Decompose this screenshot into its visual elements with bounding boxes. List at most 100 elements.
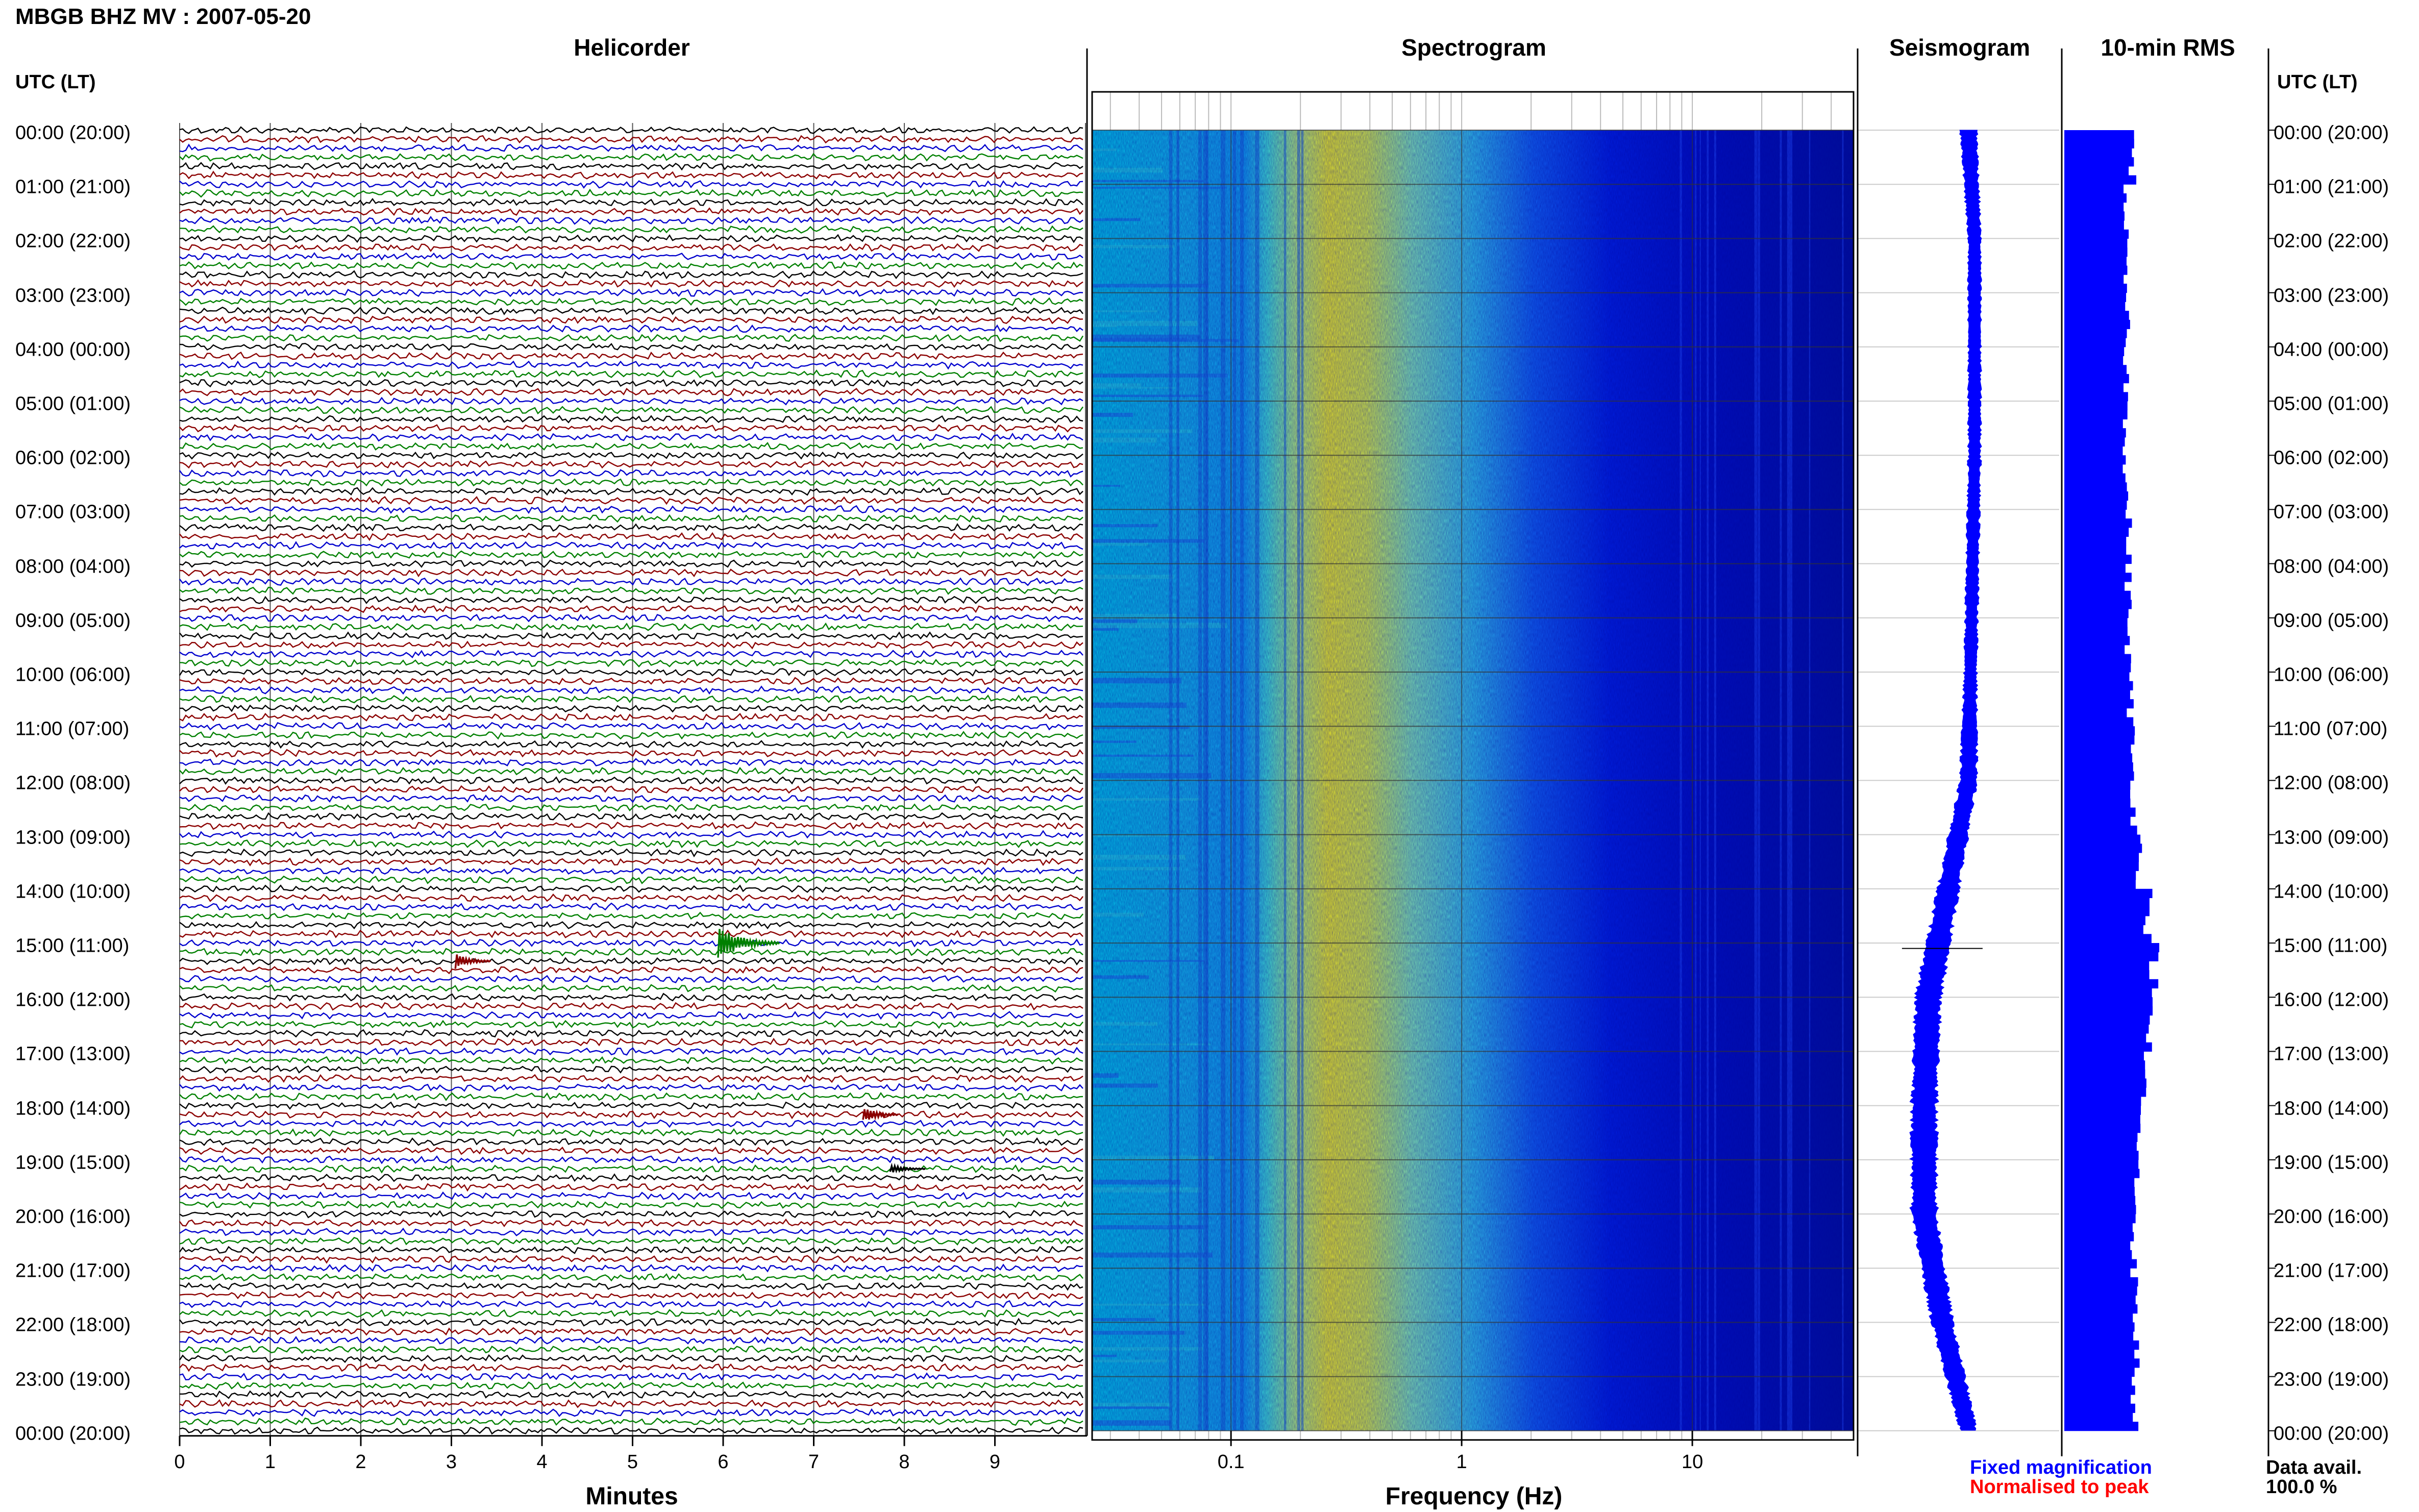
helicorder-trace: [179, 766, 1083, 776]
helicorder-trace: [179, 532, 1083, 541]
rms-bar: [2064, 1422, 2139, 1431]
time-label-right: 18:00 (14:00): [2274, 1098, 2389, 1120]
time-label-right: 04:00 (00:00): [2274, 339, 2389, 361]
legend-normalised-to-peak: Normalised to peak: [1970, 1476, 2149, 1498]
rms-bar: [2064, 202, 2124, 212]
seismogram-title: Seismogram: [1889, 34, 2031, 61]
helicorder-trace: [179, 315, 1083, 325]
rms-bar: [2064, 238, 2128, 248]
seismogram-panel: [1858, 130, 2059, 1431]
helicorder-x-tick-label: 3: [446, 1451, 457, 1473]
helicorder-trace: [179, 712, 1083, 722]
time-label-left: 23:00 (19:00): [15, 1369, 131, 1391]
helicorder-trace: [179, 875, 1083, 884]
helicorder-trace: [179, 342, 1083, 352]
helicorder-trace: [179, 234, 1083, 243]
rms-bar: [2064, 1015, 2150, 1025]
time-label-right: 19:00 (15:00): [2274, 1152, 2389, 1174]
time-label-left: 06:00 (02:00): [15, 447, 131, 469]
rms-bar: [2064, 988, 2152, 998]
helicorder-trace: [179, 1164, 1083, 1174]
helicorder-trace: [179, 1354, 1083, 1363]
helicorder-x-tick-label: 5: [627, 1451, 638, 1473]
helicorder-trace: [179, 803, 1083, 812]
rms-bar: [2064, 1250, 2132, 1259]
helicorder-trace: [179, 1074, 1083, 1083]
legend-fixed-magnification: Fixed magnification: [1970, 1457, 2152, 1478]
time-label-left: 09:00 (05:00): [15, 610, 131, 632]
rms-bar: [2064, 319, 2130, 329]
rms-bar: [2064, 1186, 2135, 1197]
helicorder-x-label: Minutes: [585, 1483, 678, 1510]
rms-bar: [2064, 825, 2137, 835]
rms-bar: [2064, 346, 2125, 356]
rms-bar: [2064, 473, 2126, 483]
helicorder-trace: [179, 1273, 1083, 1282]
rms-bar: [2064, 1349, 2135, 1359]
rms-bar: [2064, 554, 2132, 564]
helicorder-trace: [179, 812, 1083, 821]
rms-bar: [2064, 853, 2139, 862]
helicorder-trace: [179, 857, 1083, 866]
rms-bar: [2064, 1259, 2137, 1269]
helicorder-trace: [179, 586, 1083, 596]
rms-bar: [2064, 943, 2160, 953]
helicorder-trace: [179, 948, 1083, 957]
helicorder-trace: [179, 757, 1083, 766]
rms-bar: [2064, 428, 2126, 438]
rms-bar: [2064, 672, 2130, 682]
rms-bar: [2064, 1358, 2140, 1368]
helicorder-trace: [179, 1408, 1084, 1417]
helicorder-trace: [179, 1263, 1083, 1273]
helicorder-trace: [179, 1101, 1083, 1110]
helicorder-trace: [179, 143, 1083, 153]
helicorder-trace: [179, 1065, 1083, 1074]
rms-bar: [2064, 356, 2124, 365]
rms-bar: [2064, 645, 2125, 655]
rms-bar: [2064, 789, 2131, 799]
rms-bar: [2064, 681, 2133, 690]
rms-bar: [2064, 139, 2134, 148]
rms-panel: [2064, 130, 2160, 1431]
rms-bar: [2064, 925, 2143, 934]
time-label-left: 10:00 (06:00): [15, 664, 131, 686]
rms-bar: [2064, 880, 2136, 889]
spectrogram-x-tick-label: 10: [1681, 1451, 1704, 1473]
helicorder-trace: [179, 369, 1083, 379]
helicorder-trace: [179, 1119, 1083, 1128]
helicorder-x-tick-label: 2: [355, 1451, 366, 1473]
helicorder-trace: [179, 441, 1083, 451]
rms-bar: [2064, 1376, 2132, 1386]
rms-bar: [2064, 157, 2134, 167]
helicorder-trace: [179, 559, 1083, 568]
helicorder-event: [862, 1109, 899, 1121]
rms-bar: [2064, 265, 2128, 275]
rms-bar: [2064, 302, 2126, 311]
helicorder-trace: [179, 1236, 1083, 1246]
rms-bar: [2064, 1006, 2153, 1016]
helicorder-trace: [179, 324, 1083, 333]
time-label-right: 09:00 (05:00): [2274, 610, 2389, 632]
helicorder-trace: [179, 279, 1083, 288]
helicorder-trace: [179, 1110, 1083, 1120]
time-label-right: 12:00 (08:00): [2274, 772, 2389, 794]
rms-bar: [2064, 383, 2124, 392]
helicorder-trace: [179, 667, 1083, 677]
rms-bar: [2064, 1060, 2145, 1070]
helicorder-trace: [179, 541, 1083, 550]
helicorder-trace: [179, 894, 1083, 903]
time-label-left: 00:00 (20:00): [15, 122, 131, 144]
helicorder-trace: [179, 396, 1083, 406]
rms-bar: [2064, 1295, 2136, 1305]
helicorder-trace: [179, 568, 1083, 578]
helicorder-event: [454, 954, 491, 969]
rms-bar: [2064, 374, 2129, 384]
rms-bar: [2064, 1087, 2146, 1097]
rms-bar: [2064, 735, 2135, 745]
helicorder-event: [717, 929, 780, 958]
helicorder-trace: [179, 478, 1083, 487]
helicorder-trace: [179, 785, 1083, 794]
helicorder-trace: [179, 622, 1083, 631]
rms-bar: [2064, 780, 2131, 790]
rms-bar: [2064, 798, 2131, 808]
